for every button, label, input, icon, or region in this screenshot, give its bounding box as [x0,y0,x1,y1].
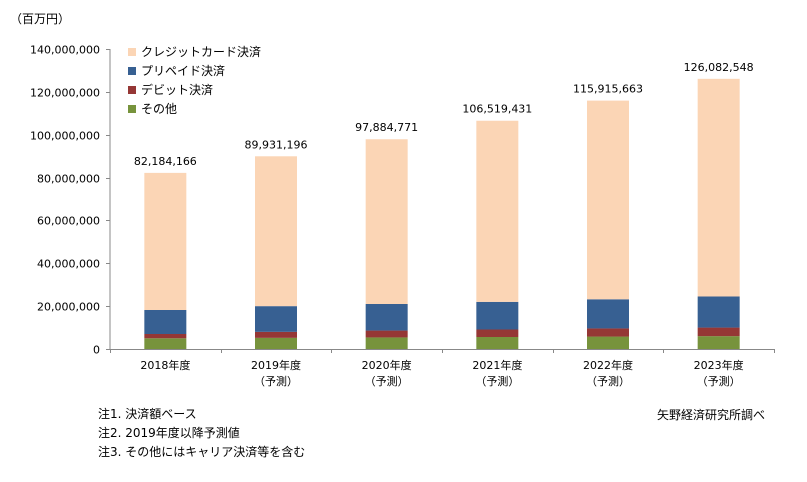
legend-item-prepaid: プリペイド決済 [128,61,261,80]
total-label: 106,519,431 [462,103,532,116]
total-label: 82,184,166 [134,155,197,168]
x-tick-label: 2022年度 [583,358,633,372]
total-label: 115,915,663 [573,83,643,96]
x-tick-label: 2018年度 [140,358,190,372]
bar-segment-credit [365,139,408,304]
x-tick-label: （予測） [254,374,298,388]
unit-label: （百万円） [10,12,71,26]
footnote-2: 注2. 2019年度以降予測値 [98,426,240,440]
x-tick-label: （予測） [475,374,519,388]
y-tick-label: 80,000,000 [37,173,100,186]
x-tick-label: 2020年度 [362,358,412,372]
legend-item-credit: クレジットカード決済 [128,42,261,61]
legend-item-debit: デビット決済 [128,80,261,99]
bar-segment-credit [255,156,297,307]
bar-segment-other [587,336,629,349]
total-label: 126,082,548 [684,61,754,74]
legend-swatch-prepaid [128,66,136,75]
bar-segment-other [476,337,519,349]
bar-segment-debit [587,328,629,337]
bar-segment-credit [144,172,187,310]
x-tick-label: 2019年度 [251,358,301,372]
total-label: 97,884,771 [355,121,418,134]
bar-segment-prepaid [365,304,408,331]
bar-segment-debit [365,330,408,338]
bar-segment-prepaid [255,306,297,332]
y-tick-label: 120,000,000 [30,87,100,100]
x-tick-label: （予測） [697,374,741,388]
bar-segment-credit [587,100,629,300]
x-tick-label: （予測） [586,374,630,388]
stacked-bar-chart: 0 20,000,000 40,000,000 60,000,000 80,000,00… [30,44,775,388]
legend-label-credit: クレジットカード決済 [141,45,262,59]
bar-segment-other [697,336,740,349]
y-tick-label: 0 [93,344,100,357]
bar-segment-debit [697,327,740,337]
legend-label-debit: デビット決済 [141,83,214,97]
x-tick-label: （予測） [365,374,409,388]
bar-segment-other [255,337,297,349]
bar-segment-credit [476,120,519,302]
source-credit: 矢野経済研究所調べ [656,408,765,422]
y-tick-label: 60,000,000 [37,215,100,228]
y-tick-label: 140,000,000 [30,44,100,57]
legend-item-other: その他 [128,99,261,118]
total-label: 89,931,196 [245,138,308,151]
y-tick-label: 100,000,000 [30,130,100,143]
legend-swatch-credit [128,47,136,56]
y-tick-label: 20,000,000 [37,301,100,314]
footnote-1: 注1. 決済額ベース [98,407,197,421]
bar-segment-debit [144,334,187,339]
bar-segment-other [365,337,408,349]
bar-segment-credit [697,78,740,297]
legend-swatch-debit [128,85,136,94]
bar-segment-prepaid [476,301,519,330]
bar-segment-debit [476,329,519,337]
bar-segment-prepaid [697,296,740,328]
y-tick-label: 40,000,000 [37,258,100,271]
bar-segment-debit [255,331,297,338]
x-tick-label: 2023年度 [694,358,744,372]
bar-segment-other [144,338,187,349]
legend-swatch-other [128,104,136,113]
footnote-3: 注3. その他にはキャリア決済等を含む [98,445,306,459]
chart-legend: クレジットカード決済 プリペイド決済 デビット決済 その他 [128,42,261,118]
bar-segment-prepaid [144,310,187,334]
x-tick-label: 2021年度 [472,358,522,372]
legend-label-other: その他 [141,102,178,116]
bar-segment-prepaid [587,299,629,329]
footnotes: 注1. 決済額ベース 注2. 2019年度以降予測値 注3. その他にはキャリア… [98,405,305,462]
legend-label-prepaid: プリペイド決済 [141,64,226,78]
